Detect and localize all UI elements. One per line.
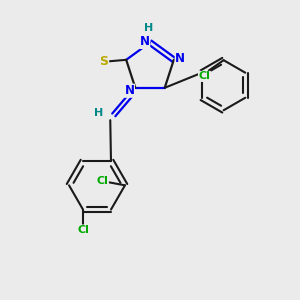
Text: H: H	[144, 23, 153, 33]
Text: N: N	[140, 35, 150, 48]
Text: Cl: Cl	[199, 71, 210, 81]
Text: Cl: Cl	[96, 176, 108, 186]
Text: Cl: Cl	[77, 225, 89, 235]
Text: H: H	[94, 108, 103, 118]
Text: S: S	[100, 55, 109, 68]
Text: N: N	[124, 84, 134, 97]
Text: N: N	[175, 52, 185, 65]
